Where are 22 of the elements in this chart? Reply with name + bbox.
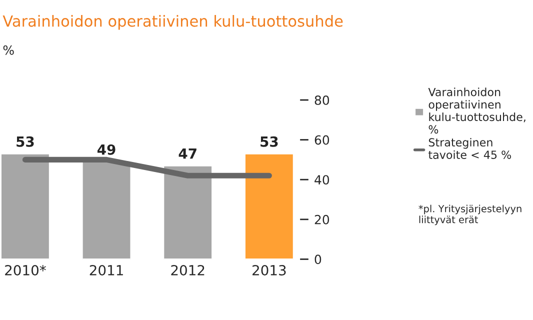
y-tick-label: 0 [314, 254, 322, 264]
y-axis-title: % [3, 45, 14, 55]
y-tick-label: 40 [314, 175, 330, 185]
bar [0, 153, 50, 260]
legend-label: Strateginen tavoite < 45 % [428, 138, 511, 159]
y-tick-label: 20 [314, 214, 330, 224]
x-tick-label: 2010* [5, 265, 46, 276]
data-label: 47 [178, 148, 196, 159]
bar [244, 153, 294, 260]
x-tick-label: 2013 [252, 265, 286, 276]
data-label: 49 [97, 144, 116, 155]
chart-title: Varainhoidon operatiivinen kulu-tuottosuhde [2, 15, 343, 30]
x-tick-label: 2011 [90, 265, 123, 276]
bar [162, 164, 213, 260]
y-tick-label: 60 [314, 135, 330, 145]
y-tick-label: 80 [314, 95, 330, 105]
x-tick-label: 2012 [171, 265, 204, 276]
data-label: 53 [260, 136, 278, 147]
text: *pl. Yritysjärjestelyyn liittyvät erät [418, 204, 522, 226]
data-label: 53 [16, 136, 34, 147]
legend-label: Varainhoidon operatiivinen kulu-tuottosuhde, % [428, 88, 526, 134]
bar [81, 160, 132, 260]
